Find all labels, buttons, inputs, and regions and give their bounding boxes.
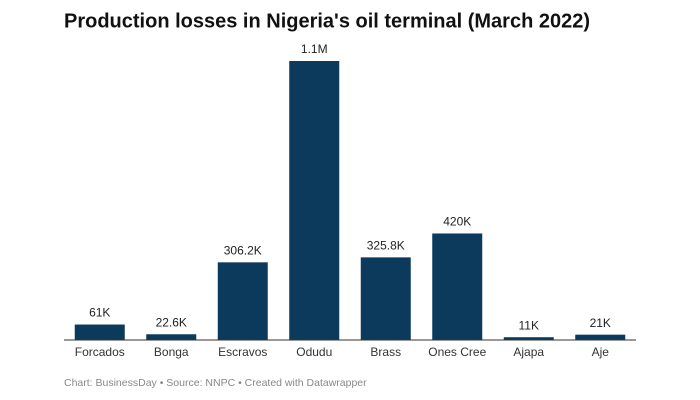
chart-title: Production losses in Nigeria's oil termi… (64, 10, 590, 32)
value-label: 420K (443, 215, 471, 229)
bar (360, 257, 411, 340)
bar (503, 337, 554, 340)
x-tick-label: Odudu (296, 345, 332, 359)
bar (432, 233, 483, 340)
bar (146, 334, 197, 340)
x-tick-label: Brass (370, 345, 401, 359)
bar (575, 334, 626, 340)
x-tick-label: Escravos (218, 345, 267, 359)
x-tick-label: Ones Cree (428, 345, 486, 359)
value-label: 61K (89, 306, 110, 320)
x-tick-label: Forcados (75, 345, 125, 359)
value-label: 325.8K (367, 239, 405, 253)
value-label: 306.2K (224, 244, 262, 258)
value-label: 21K (590, 316, 611, 330)
x-tick-label: Bonga (154, 345, 189, 359)
bar (289, 61, 340, 340)
source-note: Chart: BusinessDay • Source: NNPC • Crea… (64, 377, 367, 389)
bar (74, 324, 125, 340)
value-label: 22.6K (156, 315, 187, 329)
value-label: 1.1M (301, 42, 328, 56)
x-tick-label: Aje (592, 345, 610, 359)
value-label: 11K (519, 318, 539, 332)
x-tick-label: Ajapa (513, 345, 544, 359)
bar (217, 262, 268, 340)
